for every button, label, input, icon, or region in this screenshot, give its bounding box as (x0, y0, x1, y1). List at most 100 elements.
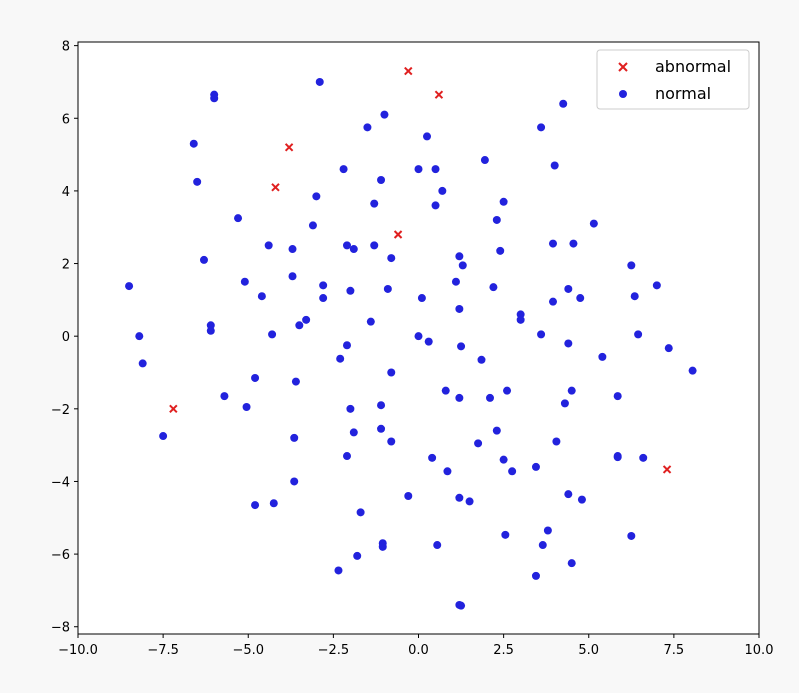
abnormal-point (271, 183, 280, 192)
y-tick-label: −4 (51, 475, 70, 490)
normal-point (458, 261, 467, 270)
normal-point (455, 304, 464, 313)
abnormal-point (404, 66, 413, 76)
normal-point (613, 392, 622, 401)
normal-point (269, 499, 278, 508)
x-tick-label: 0.0 (408, 643, 429, 658)
normal-point (627, 531, 636, 540)
normal-point (242, 403, 251, 412)
normal-point (634, 330, 643, 339)
normal-point (424, 337, 433, 346)
normal-point (688, 366, 697, 375)
normal-point (564, 339, 573, 348)
normal-point (159, 432, 168, 441)
normal-point (550, 161, 559, 170)
normal-point (210, 94, 219, 103)
normal-point (417, 294, 426, 303)
normal-point (428, 453, 437, 462)
normal-point (537, 123, 546, 132)
x-tick-label: −5.0 (232, 643, 264, 658)
normal-point (193, 177, 202, 186)
normal-point (455, 252, 464, 261)
normal-point (268, 330, 277, 339)
normal-point (433, 541, 442, 550)
normal-point (664, 344, 673, 353)
x-tick-label: −2.5 (318, 643, 350, 658)
normal-point (295, 321, 304, 330)
normal-point (288, 245, 297, 254)
normal-point (457, 342, 466, 351)
normal-point (377, 424, 386, 433)
normal-point (315, 77, 324, 86)
x-tick-label: 7.5 (664, 643, 685, 658)
normal-point (531, 571, 540, 580)
normal-point (234, 214, 243, 223)
normal-point (567, 386, 576, 395)
normal-point (189, 139, 198, 148)
legend-box (596, 49, 750, 110)
normal-point (480, 156, 489, 165)
normal-point (652, 281, 661, 290)
normal-point (240, 277, 249, 286)
normal-point (135, 332, 144, 341)
normal-point (199, 255, 208, 264)
normal-point (496, 246, 505, 255)
y-tick-label: 4 (62, 185, 70, 200)
normal-point (455, 393, 464, 402)
normal-point (414, 165, 423, 174)
normal-point (290, 477, 299, 486)
normal-point (423, 132, 432, 141)
normal-point (370, 199, 379, 208)
normal-point (598, 352, 607, 361)
normal-point (465, 497, 474, 506)
normal-point (499, 455, 508, 464)
normal-point (538, 541, 547, 550)
normal-point (503, 386, 512, 395)
x-tick-label: −10.0 (58, 643, 98, 658)
normal-point (387, 437, 396, 446)
normal-point (537, 330, 546, 339)
legend-marker-abnormal (618, 62, 628, 72)
legend: abnormal normal (596, 49, 750, 110)
normal-point (346, 286, 355, 295)
abnormal-point (434, 90, 444, 99)
normal-point (342, 341, 351, 350)
x-tick-label: 10.0 (745, 643, 774, 658)
normal-point (138, 359, 147, 368)
normal-point (474, 439, 483, 448)
normal-point (319, 281, 328, 290)
y-tick-label: 8 (62, 40, 70, 55)
y-tick-label: 0 (62, 330, 70, 345)
normal-point (569, 239, 578, 248)
normal-point (363, 123, 372, 132)
normal-point (438, 186, 447, 195)
normal-point (349, 245, 358, 254)
normal-point (567, 559, 576, 568)
normal-point (312, 192, 321, 201)
normal-point (414, 332, 423, 341)
normal-point (560, 399, 569, 408)
normal-point (431, 201, 440, 210)
normal-point (564, 490, 573, 499)
normal-point (548, 297, 557, 306)
normal-point (492, 426, 501, 435)
x-tick-label: −7.5 (147, 643, 179, 658)
normal-point (508, 467, 517, 476)
y-tick-label: 6 (62, 112, 70, 127)
y-tick-label: −6 (51, 548, 70, 563)
normal-point (499, 197, 508, 206)
normal-point (627, 261, 636, 270)
normal-point (431, 165, 440, 174)
normal-point (457, 601, 466, 610)
normal-point (290, 433, 299, 442)
normal-point (613, 453, 622, 462)
y-tick-label: −2 (51, 403, 70, 418)
abnormal-point (169, 404, 178, 414)
normal-point (220, 392, 229, 401)
legend-label-abnormal: abnormal (655, 57, 731, 76)
y-tick-label: 2 (62, 258, 70, 273)
legend-label-normal: normal (655, 84, 711, 103)
normal-point (339, 165, 348, 174)
x-tick-label: 2.5 (493, 643, 514, 658)
